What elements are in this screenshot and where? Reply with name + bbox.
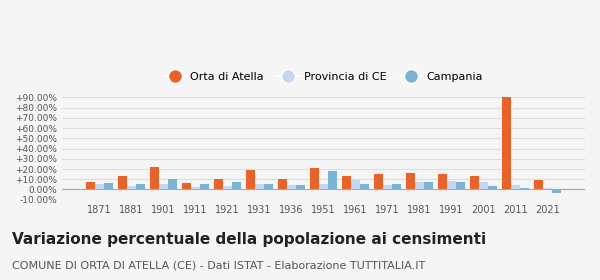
Bar [543,188,552,190]
Bar [104,183,113,190]
Bar [182,183,191,190]
Bar [424,182,433,190]
Bar [95,184,104,190]
Bar [200,184,209,190]
Bar [136,184,145,190]
Bar [447,181,456,190]
Bar [278,179,287,190]
Bar [264,184,273,190]
Bar [502,97,511,190]
Bar [214,179,223,190]
Bar [383,185,392,190]
Bar [127,186,136,190]
Bar [150,167,159,190]
Bar [86,182,95,190]
Bar [319,184,328,190]
Text: COMUNE DI ORTA DI ATELLA (CE) - Dati ISTAT - Elaborazione TUTTITALIA.IT: COMUNE DI ORTA DI ATELLA (CE) - Dati IST… [12,261,425,271]
Bar [328,171,337,190]
Bar [246,170,255,190]
Bar [118,176,127,190]
Bar [438,174,447,190]
Bar [342,176,351,190]
Bar [223,186,232,190]
Bar [470,176,479,190]
Bar [479,182,488,190]
Legend: Orta di Atella, Provincia di CE, Campania: Orta di Atella, Provincia di CE, Campani… [159,68,488,87]
Bar [488,186,497,190]
Bar [296,185,305,190]
Bar [535,180,543,190]
Bar [232,182,241,190]
Bar [255,184,264,190]
Bar [520,188,529,190]
Bar [552,190,561,193]
Bar [415,182,424,190]
Bar [374,174,383,190]
Bar [159,184,167,190]
Bar [511,185,520,190]
Bar [406,173,415,190]
Text: Variazione percentuale della popolazione ai censimenti: Variazione percentuale della popolazione… [12,232,486,247]
Bar [351,180,360,190]
Bar [167,179,176,190]
Bar [191,187,200,190]
Bar [287,185,296,190]
Bar [360,184,369,190]
Bar [392,184,401,190]
Bar [456,182,465,190]
Bar [310,168,319,190]
